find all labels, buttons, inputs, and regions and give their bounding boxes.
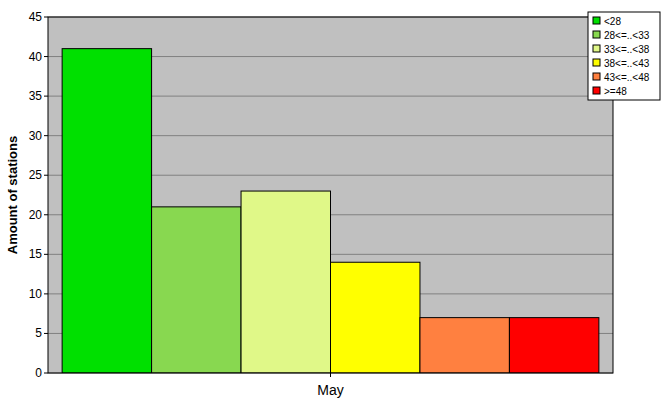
tick-label: 20 — [29, 208, 43, 222]
bar — [62, 49, 151, 373]
plot-background — [48, 17, 613, 373]
tick-mark — [44, 56, 48, 57]
bar — [420, 318, 509, 373]
chart-container: 0 5 10 15 20 25 30 35 40 45 May Amount of stations <… — [0, 0, 667, 415]
category-label: May — [317, 382, 343, 398]
legend-swatch — [593, 73, 600, 80]
tick-mark — [44, 135, 48, 136]
legend-swatch — [593, 45, 600, 52]
legend: <28 28<=..<33 33<=..<38 38<=..<43 43<=..<48 >… — [588, 12, 660, 100]
chart-svg: 0 5 10 15 20 25 30 35 40 45 May Amount of stations <… — [0, 0, 667, 415]
legend-swatch — [593, 31, 600, 38]
legend-label: 38<=..<43 — [604, 58, 650, 69]
legend-swatch — [593, 59, 600, 66]
tick-label: 25 — [29, 168, 43, 182]
bar — [241, 191, 330, 373]
tick-mark — [44, 293, 48, 294]
legend-label: 43<=..<48 — [604, 72, 650, 83]
tick-mark — [44, 254, 48, 255]
legend-label: >=48 — [604, 86, 627, 97]
tick-label: 30 — [29, 129, 43, 143]
bar — [509, 318, 598, 373]
legend-swatch — [593, 87, 600, 94]
bars — [62, 49, 599, 373]
legend-label: <28 — [604, 16, 621, 27]
y-axis-label: Amount of stations — [5, 136, 20, 254]
tick-label: 0 — [35, 366, 42, 380]
tick-label: 10 — [29, 287, 43, 301]
tick-mark — [44, 214, 48, 215]
tick-mark — [44, 373, 48, 374]
tick-mark — [44, 17, 48, 18]
legend-box — [588, 12, 660, 100]
tick-label: 40 — [29, 50, 43, 64]
tick-label: 45 — [29, 10, 43, 24]
bar — [331, 262, 420, 373]
x-tick-mark — [330, 373, 331, 377]
tick-label: 35 — [29, 89, 43, 103]
tick-mark — [44, 175, 48, 176]
tick-mark — [44, 96, 48, 97]
tick-label: 5 — [35, 326, 42, 340]
tick-label: 15 — [29, 247, 43, 261]
legend-label: 28<=..<33 — [604, 30, 650, 41]
legend-label: 33<=..<38 — [604, 44, 650, 55]
bar — [152, 207, 241, 373]
legend-swatch — [593, 17, 600, 24]
plot-frame — [48, 17, 613, 373]
tick-mark — [44, 333, 48, 334]
